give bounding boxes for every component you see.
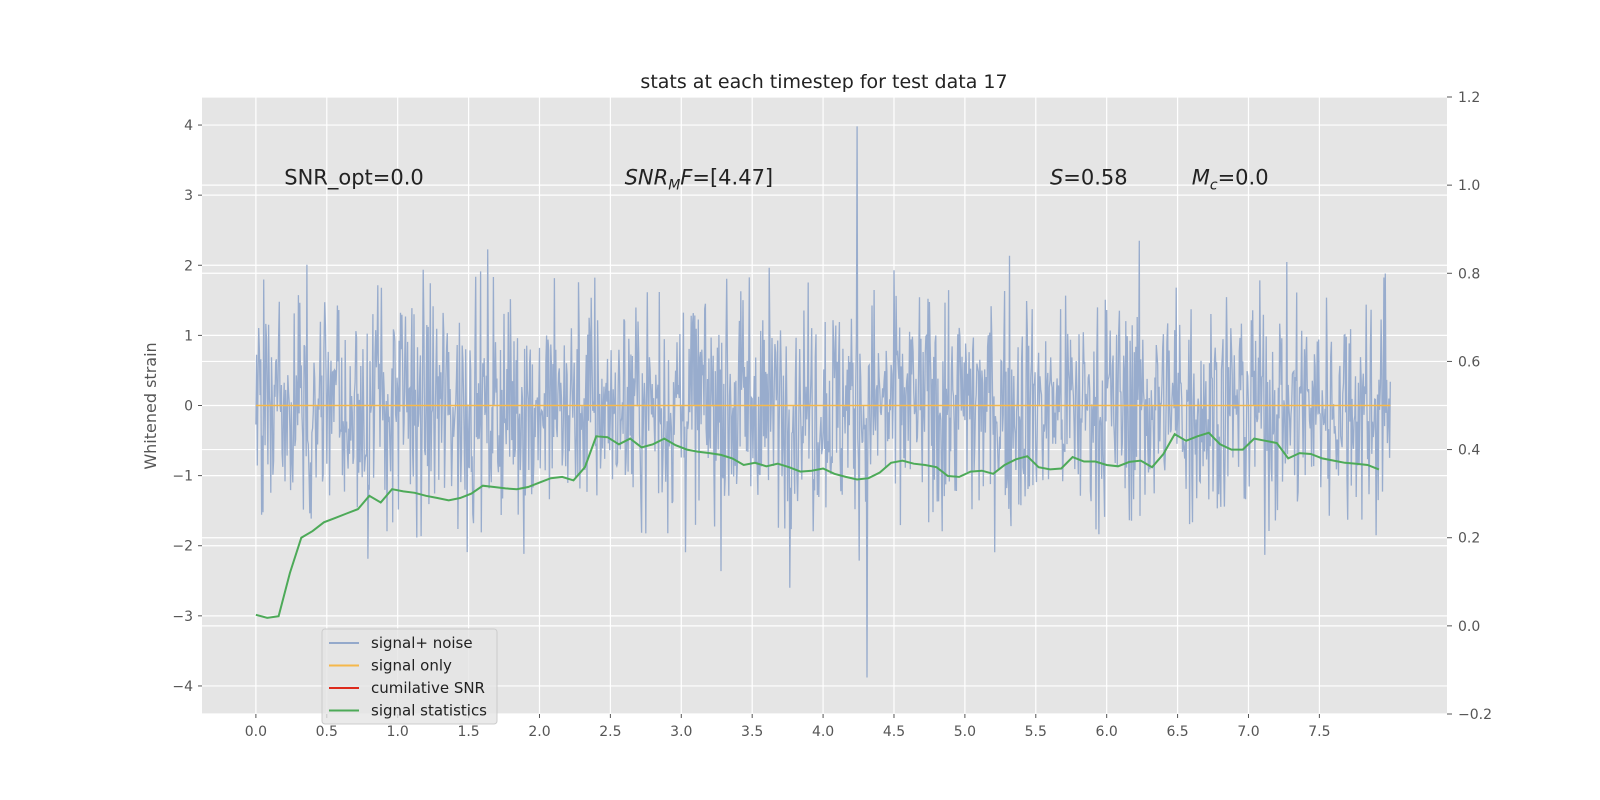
x-tick-label: 1.5: [457, 724, 479, 740]
y-right-tick-label: 0.4: [1458, 443, 1480, 459]
x-tick-label: 6.5: [1166, 724, 1188, 740]
x-tick-label: 5.0: [954, 724, 976, 740]
x-tick-label: 7.5: [1308, 724, 1330, 740]
y-tick-label: −2: [172, 539, 193, 555]
x-tick-label: 4.0: [812, 724, 834, 740]
axes: 0.0 0.5 1.0 1.5 2.0 2.5 3.0 3.5 4.0 4.5 5.0 5.5 6.0 6…: [172, 90, 1492, 740]
x-tick-label: 5.5: [1025, 724, 1047, 740]
y-right-tick-label: 0.0: [1458, 619, 1480, 635]
y-tick-label: 4: [184, 118, 193, 134]
x-tick-label: 2.5: [599, 724, 621, 740]
legend: signal+ noise signal only cumilative SNR si…: [321, 628, 498, 725]
legend-signal-noise-label: signal+ noise: [371, 634, 473, 652]
legend-signal-only-label: signal only: [371, 657, 452, 675]
chart-title: stats at each timestep for test data 17: [640, 71, 1007, 93]
y-right-tick-label: 0.6: [1458, 354, 1480, 370]
annotation-mc: Mc=0.0: [1192, 166, 1269, 194]
y-tick-label: −3: [172, 609, 193, 625]
x-tick-label: 7.0: [1237, 724, 1259, 740]
y-tick-label: 2: [184, 258, 193, 274]
x-tick-label: 2.0: [528, 724, 550, 740]
annotations: SNR_opt=0.0 SNRMF=[4.47] S=0.58 Mc=0.0: [284, 166, 1268, 194]
legend-cumulative-snr-label: cumilative SNR: [371, 679, 485, 697]
y-tick-label: −4: [172, 679, 193, 695]
x-tick-label: 0.5: [316, 724, 338, 740]
x-tick-label: 3.0: [670, 724, 692, 740]
y-right-tick-label: 1.0: [1458, 178, 1480, 194]
annotation-snr-opt: SNR_opt=0.0: [284, 166, 424, 191]
series-signal-statistics-line: [255, 431, 1380, 619]
x-tick-label: 6.0: [1096, 724, 1118, 740]
y-tick-label: 0: [184, 399, 193, 415]
y-axis-label: Whitened strain: [141, 342, 160, 469]
legend-signal-statistics-label: signal statistics: [371, 702, 487, 720]
y-right-tick-label: −0.2: [1458, 707, 1492, 723]
data-layer: [255, 126, 1391, 678]
x-tick-label: 3.5: [741, 724, 763, 740]
y-right-tick-label: 1.2: [1458, 90, 1480, 106]
y-tick-label: −1: [172, 469, 193, 485]
annotation-snr-mf: SNRMF=[4.47]: [625, 166, 774, 194]
y-right-tick-label: 0.2: [1458, 531, 1480, 547]
x-tick-label: 0.0: [245, 724, 267, 740]
y-tick-label: 3: [184, 188, 193, 204]
y-tick-label: 1: [184, 328, 193, 344]
legend-box: [321, 628, 498, 725]
x-tick-label: 1.0: [387, 724, 409, 740]
series-signal-noise-line: [255, 126, 1391, 678]
x-tick-label: 4.5: [883, 724, 905, 740]
y-right-tick-label: 0.8: [1458, 266, 1480, 282]
annotation-s: S=0.58: [1050, 166, 1128, 190]
